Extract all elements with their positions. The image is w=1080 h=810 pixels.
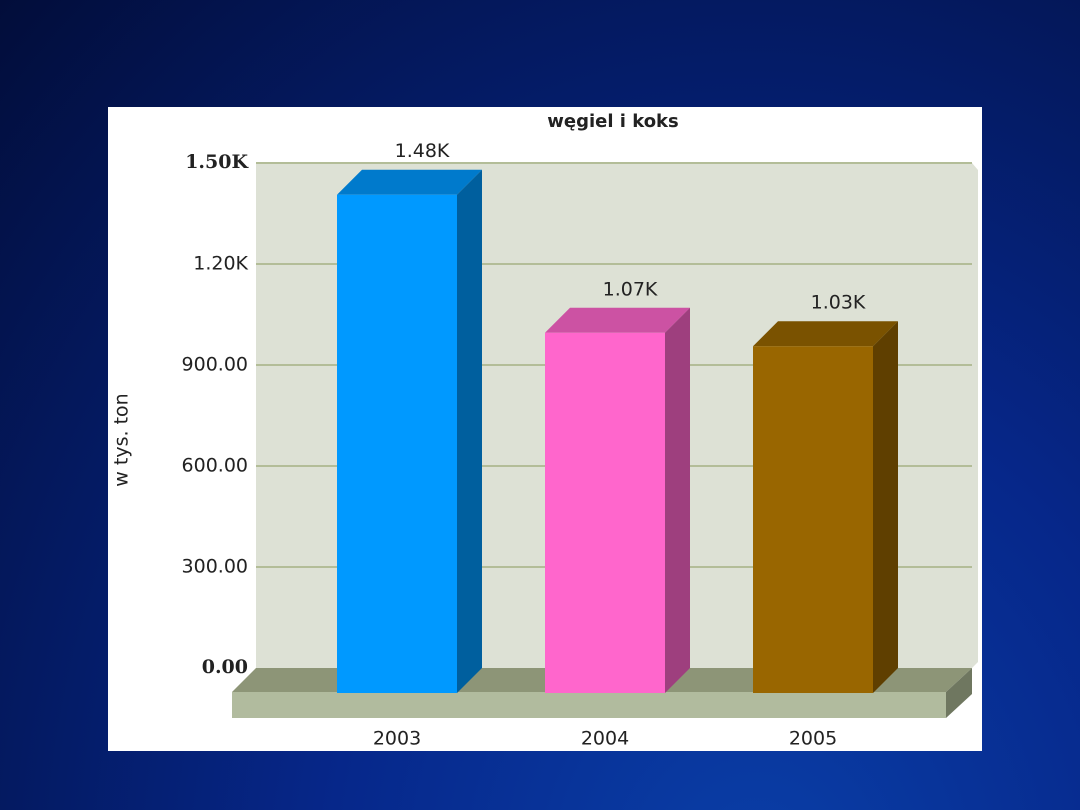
y-tick-label: 600.00 <box>182 455 248 477</box>
y-tick-label: 1.50K <box>185 151 249 173</box>
value-label: 1.07K <box>603 278 658 300</box>
value-label: 1.48K <box>395 140 450 162</box>
bar-top <box>545 307 690 333</box>
floor-side <box>946 668 972 718</box>
y-tick-label: 1.20K <box>193 253 248 275</box>
bar <box>545 332 665 693</box>
bar-top <box>337 169 482 195</box>
chart-title: węgiel i koks <box>547 111 679 132</box>
bar-side <box>665 307 690 693</box>
y-axis-label: w tys. ton <box>111 393 133 486</box>
bar-side <box>873 321 898 693</box>
y-tick-label: 900.00 <box>182 354 248 376</box>
floor-front <box>232 692 946 718</box>
bar <box>753 346 873 693</box>
x-tick-label: 2003 <box>373 728 421 750</box>
bar-top <box>753 321 898 347</box>
y-tick-label: 0.00 <box>202 656 248 678</box>
value-label: 1.03K <box>811 292 866 314</box>
bar <box>337 194 457 693</box>
y-tick-label: 300.00 <box>182 556 248 578</box>
bar-side <box>457 169 482 693</box>
x-tick-label: 2005 <box>789 728 837 750</box>
x-tick-label: 2004 <box>581 728 629 750</box>
